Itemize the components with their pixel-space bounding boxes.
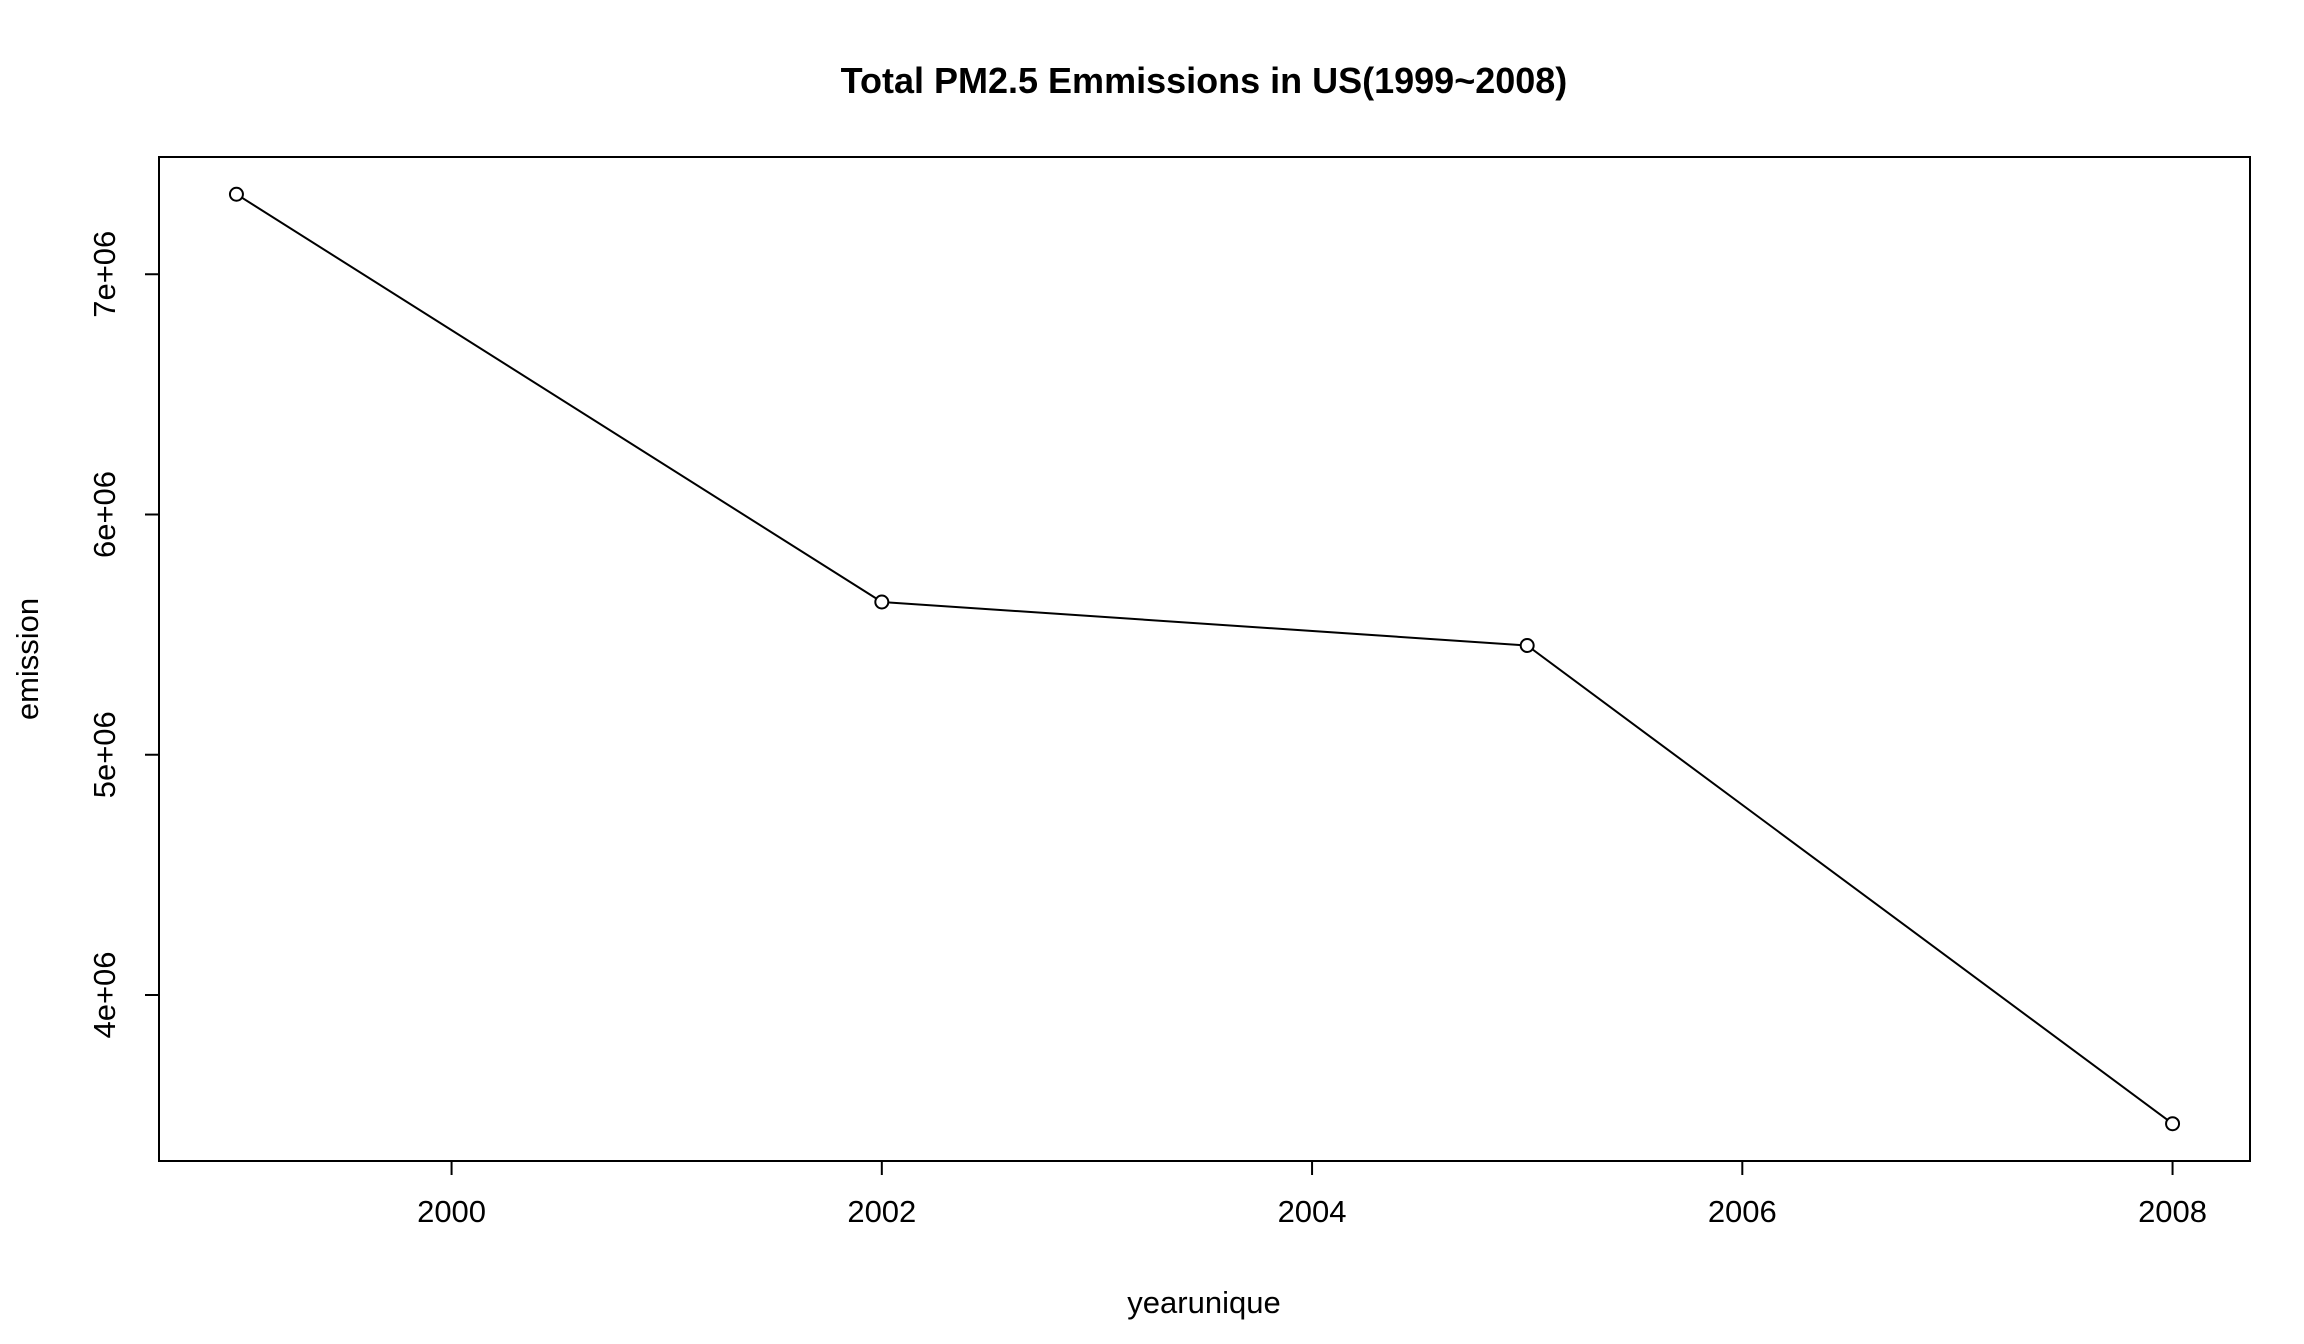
x-tick-label: 2002: [847, 1194, 916, 1229]
x-tick-label: 2000: [417, 1194, 486, 1229]
data-point: [1519, 637, 1535, 653]
y-axis-label: emission: [10, 598, 45, 720]
y-tick-label: 6e+06: [87, 471, 122, 558]
data-point: [228, 186, 244, 202]
data-point: [874, 594, 890, 610]
x-tick-label: 2004: [1278, 1194, 1347, 1229]
x-axis: 2000 2002 2004 2006 2008: [417, 1161, 2207, 1229]
x-tick-label: 2006: [1708, 1194, 1777, 1229]
x-tick-label: 2008: [2138, 1194, 2207, 1229]
y-tick-label: 5e+06: [87, 711, 122, 798]
y-tick-label: 7e+06: [87, 231, 122, 318]
plot-frame: [158, 156, 2251, 1162]
emission-series-line: [235, 193, 2174, 1125]
emission-data-points: [228, 186, 2181, 1132]
x-axis-label: yearunique: [1127, 1285, 1280, 1320]
chart-title: Total PM2.5 Emmissions in US(1999~2008): [841, 60, 1568, 101]
data-point: [2165, 1116, 2181, 1132]
y-axis: 4e+06 5e+06 6e+06 7e+06: [87, 231, 159, 1039]
y-tick-label: 4e+06: [87, 951, 122, 1038]
